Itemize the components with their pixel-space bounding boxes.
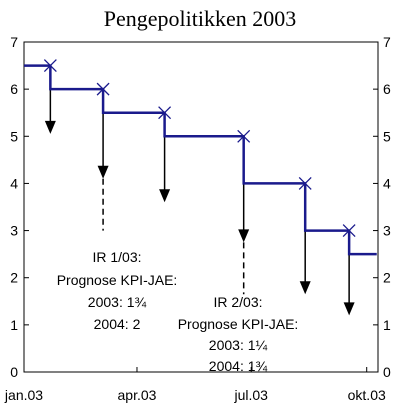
annotation-line: 2004: 1¾ bbox=[209, 358, 268, 374]
series-line bbox=[24, 64, 377, 256]
meeting-marker bbox=[96, 82, 110, 96]
y-axis-left: 0 1 2 3 4 5 6 7 bbox=[10, 34, 29, 380]
plot-area-frame bbox=[23, 41, 379, 373]
y-tick-label: 4 bbox=[383, 175, 391, 191]
x-tick-label: apr.03 bbox=[118, 387, 157, 403]
annotation-line: IR 2/03: bbox=[213, 294, 262, 310]
x-tick-label: jul.03 bbox=[233, 387, 268, 403]
x-tick-label: okt.03 bbox=[348, 387, 386, 403]
rate-cut-arrows bbox=[44, 89, 355, 316]
x-axis: jan.03 apr.03 jul.03 okt.03 bbox=[4, 367, 386, 403]
y-tick-label: 7 bbox=[383, 34, 391, 50]
y-tick-label: 3 bbox=[383, 223, 391, 239]
annotation-ir-2-03: IR 2/03: Prognose KPI-JAE: 2003: 1¼ 2004… bbox=[178, 294, 299, 374]
y-tick-label: 7 bbox=[10, 34, 18, 50]
y-tick-label: 6 bbox=[10, 81, 18, 97]
y-tick-label: 0 bbox=[383, 364, 391, 380]
y-tick-label: 5 bbox=[10, 128, 18, 144]
meeting-marker bbox=[158, 106, 172, 120]
rate-cut-arrow bbox=[97, 112, 109, 179]
annotation-line: IR 1/03: bbox=[92, 249, 141, 265]
y-tick-label: 3 bbox=[10, 223, 18, 239]
meeting-markers bbox=[43, 59, 356, 238]
x-tick-label: jan.03 bbox=[4, 387, 43, 403]
meeting-marker bbox=[237, 129, 251, 143]
annotation-ir-1-03: IR 1/03: Prognose KPI-JAE: 2003: 1¾ 2004… bbox=[57, 249, 178, 332]
y-tick-label: 5 bbox=[383, 128, 391, 144]
meeting-marker bbox=[43, 59, 57, 73]
rate-cut-arrow bbox=[159, 136, 171, 203]
y-tick-label: 1 bbox=[10, 317, 18, 333]
dashed-lines bbox=[102, 178, 245, 295]
annotation-line: Prognose KPI-JAE: bbox=[178, 316, 299, 332]
meeting-marker bbox=[298, 176, 312, 190]
annotation-line: Prognose KPI-JAE: bbox=[57, 272, 178, 288]
annotation-line: 2003: 1¼ bbox=[209, 337, 268, 353]
chart-title: Pengepolitikken 2003 bbox=[104, 6, 296, 31]
rate-cut-arrow bbox=[343, 254, 355, 316]
y-tick-label: 6 bbox=[383, 81, 391, 97]
y-axis-right: 0 1 2 3 4 5 6 7 bbox=[373, 34, 391, 380]
rate-cut-arrow bbox=[238, 183, 250, 243]
y-tick-label: 4 bbox=[10, 175, 18, 191]
annotation-line: 2003: 1¾ bbox=[88, 294, 147, 310]
y-tick-label: 2 bbox=[10, 270, 18, 286]
y-tick-label: 1 bbox=[383, 317, 391, 333]
meeting-marker bbox=[342, 224, 356, 238]
rate-cut-arrow bbox=[299, 230, 311, 295]
rate-cut-arrow bbox=[44, 89, 56, 134]
y-tick-label: 2 bbox=[383, 270, 391, 286]
annotation-line: 2004: 2 bbox=[94, 316, 141, 332]
y-tick-label: 0 bbox=[10, 364, 18, 380]
series-lines bbox=[24, 64, 377, 256]
